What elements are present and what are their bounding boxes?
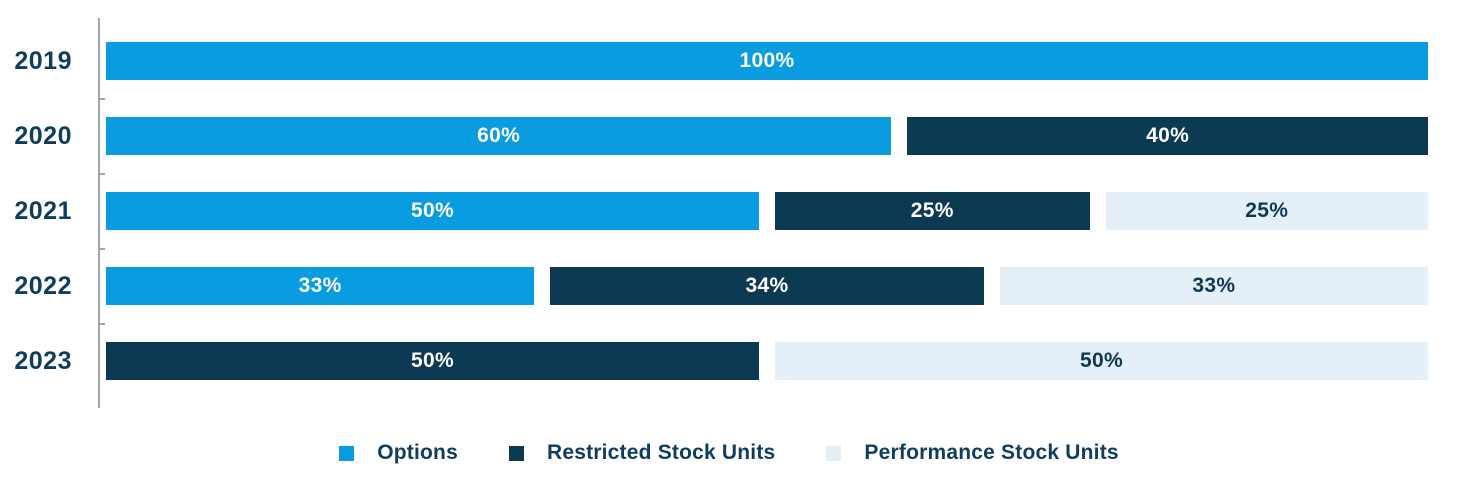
bar-segment: 25%: [775, 192, 1090, 230]
bar-value-label: 50%: [1080, 349, 1123, 372]
bar-segment: 40%: [907, 117, 1428, 155]
bar-value-label: 25%: [1245, 199, 1289, 222]
bar-segment: 33%: [106, 267, 535, 305]
axis-tick: [98, 248, 105, 250]
axis-tick: [98, 173, 105, 175]
bar-track: 33% 34% 33%: [106, 267, 1428, 305]
bar-value-label: 33%: [1192, 274, 1236, 297]
bar-value-label: 50%: [411, 349, 454, 372]
legend-item-restricted-stock-units: Restricted Stock Units: [508, 441, 776, 465]
bar-track: 60% 40%: [106, 117, 1428, 155]
chart-row: 2020 60% 40%: [0, 117, 1428, 155]
legend: Options Restricted Stock Units Performan…: [0, 440, 1458, 466]
bar-track: 100%: [106, 42, 1428, 80]
legend-label: Restricted Stock Units: [546, 441, 776, 464]
bar-segment: 25%: [1105, 192, 1428, 230]
bar-track: 50% 50%: [106, 342, 1428, 380]
chart-row: 2023 50% 50%: [0, 342, 1428, 380]
performance-stock-units-swatch-icon: [826, 445, 842, 461]
bar-value-label: 60%: [477, 124, 521, 147]
year-label: 2020: [14, 121, 72, 150]
bar-rows: 2019 100% 2020 60% 40% 2021 50% 25% 25% 2022 33% 34…: [0, 42, 1428, 417]
bar-segment: 34%: [550, 267, 984, 305]
y-axis-line: [98, 18, 100, 408]
legend-label: Options: [377, 441, 458, 464]
legend-item-options: Options: [339, 441, 458, 465]
bar-value-label: 34%: [745, 274, 789, 297]
bar-track: 50% 25% 25%: [106, 192, 1428, 230]
bar-segment: 50%: [106, 192, 759, 230]
chart-row: 2019 100%: [0, 42, 1428, 80]
bar-value-label: 40%: [1146, 124, 1190, 147]
restricted-stock-units-swatch-icon: [508, 445, 524, 461]
axis-tick: [98, 98, 105, 100]
legend-label: Performance Stock Units: [864, 441, 1119, 464]
bar-segment: 60%: [106, 117, 892, 155]
bar-value-label: 25%: [910, 199, 954, 222]
chart-row: 2022 33% 34% 33%: [0, 267, 1428, 305]
year-label: 2021: [14, 196, 72, 225]
bar-segment: 50%: [775, 342, 1428, 380]
bar-segment: 100%: [106, 42, 1428, 80]
legend-item-performance-stock-units: Performance Stock Units: [826, 441, 1119, 465]
year-label: 2022: [14, 271, 72, 300]
options-swatch-icon: [339, 445, 355, 461]
bar-value-label: 50%: [411, 199, 454, 222]
axis-tick: [98, 323, 105, 325]
bar-segment: 33%: [999, 267, 1428, 305]
bar-value-label: 33%: [298, 274, 342, 297]
bar-segment: 50%: [106, 342, 759, 380]
year-label: 2023: [14, 346, 72, 375]
year-label: 2019: [14, 46, 72, 75]
bar-value-label: 100%: [739, 49, 795, 72]
chart-row: 2021 50% 25% 25%: [0, 192, 1428, 230]
